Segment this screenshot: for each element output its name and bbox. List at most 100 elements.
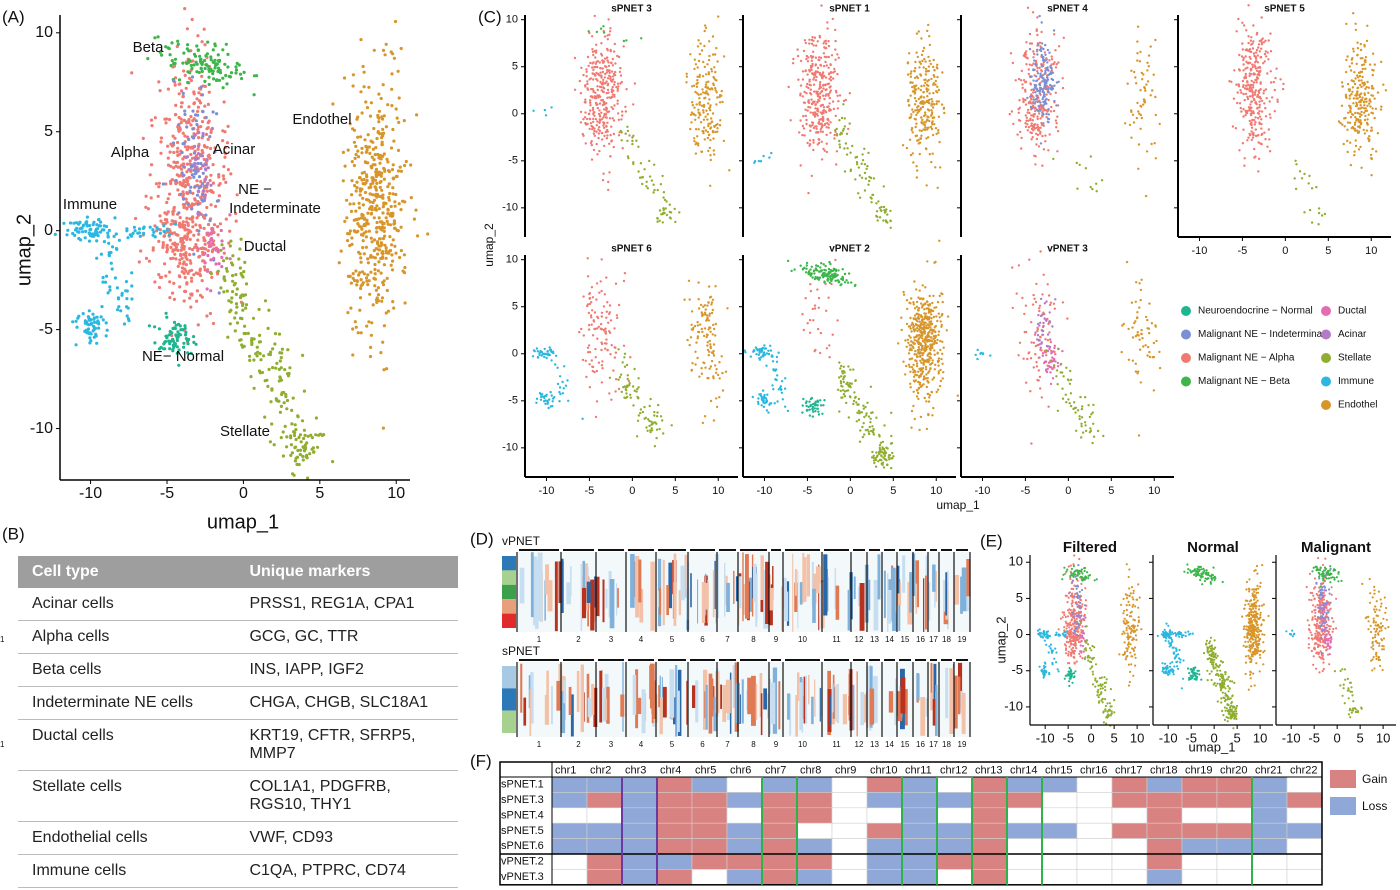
cell-point bbox=[1089, 155, 1093, 158]
cell-point bbox=[1260, 110, 1264, 113]
cell-point bbox=[1253, 91, 1257, 94]
cell-point bbox=[203, 193, 207, 197]
cell-point bbox=[130, 271, 134, 275]
cell-point bbox=[758, 348, 761, 351]
cell-point bbox=[380, 225, 385, 229]
cell-point bbox=[1238, 149, 1241, 152]
cell-point bbox=[805, 261, 809, 265]
cell-point bbox=[720, 355, 723, 358]
cell-point bbox=[823, 46, 826, 49]
cell-point bbox=[172, 231, 176, 235]
cell-point bbox=[168, 296, 172, 300]
cell-point bbox=[153, 36, 157, 40]
cell-point bbox=[297, 463, 301, 467]
cell-point bbox=[173, 252, 177, 256]
cell-point bbox=[815, 44, 818, 47]
cell-point bbox=[699, 303, 703, 307]
cell-point bbox=[915, 165, 918, 168]
cell-point bbox=[211, 241, 215, 245]
cell-point bbox=[234, 311, 238, 315]
cell-point bbox=[1248, 134, 1252, 137]
cell-point bbox=[104, 334, 108, 338]
label: -5 bbox=[160, 485, 174, 502]
cell-point bbox=[300, 419, 305, 423]
cell-point bbox=[388, 191, 392, 196]
cell-point bbox=[1254, 78, 1257, 82]
cell-point bbox=[710, 311, 714, 315]
cell-point bbox=[703, 24, 707, 27]
cell-point bbox=[392, 56, 396, 60]
cell-point bbox=[113, 276, 117, 280]
cell-point bbox=[1149, 45, 1152, 48]
cell-point bbox=[810, 93, 813, 96]
cell-point bbox=[1267, 58, 1270, 61]
cell-point bbox=[1026, 123, 1029, 126]
cell-point bbox=[115, 286, 119, 290]
cell-point bbox=[1354, 94, 1357, 97]
cell-point bbox=[191, 220, 195, 224]
cell-point bbox=[1259, 142, 1262, 145]
cell-point bbox=[726, 307, 729, 310]
cell-point bbox=[189, 114, 193, 119]
cell-point bbox=[1367, 113, 1370, 116]
cell-point bbox=[838, 146, 842, 149]
cell-point bbox=[71, 231, 75, 236]
cell-point bbox=[221, 76, 225, 80]
cell-point bbox=[1374, 107, 1378, 111]
cell-point bbox=[823, 40, 826, 43]
cell-point bbox=[619, 66, 622, 70]
cell-point bbox=[769, 344, 772, 347]
cell-point bbox=[178, 261, 182, 265]
cell-point bbox=[198, 273, 203, 278]
cell-point bbox=[104, 321, 108, 325]
cell-point bbox=[709, 326, 712, 329]
cell-point bbox=[586, 275, 590, 278]
cell-point bbox=[114, 246, 119, 251]
cell-point bbox=[543, 352, 546, 355]
cell-point bbox=[373, 256, 377, 260]
cell-point bbox=[626, 129, 630, 133]
cell-point bbox=[1268, 113, 1272, 116]
cell-point bbox=[1248, 107, 1252, 110]
cell-point bbox=[177, 78, 182, 82]
cell-point bbox=[600, 315, 603, 318]
cell-point bbox=[599, 80, 602, 84]
cell-point bbox=[183, 73, 187, 77]
cell-point bbox=[1345, 22, 1348, 26]
cell-point bbox=[1251, 47, 1255, 50]
cell-point bbox=[186, 271, 190, 275]
cell-point bbox=[197, 190, 201, 194]
cell-point bbox=[176, 146, 180, 150]
cell-point bbox=[1254, 89, 1258, 92]
cell-point bbox=[838, 119, 841, 122]
cell-point bbox=[1014, 79, 1017, 82]
cell-point bbox=[594, 56, 597, 59]
cell-point bbox=[386, 160, 390, 164]
cell-point bbox=[830, 279, 833, 283]
cluster-label: Ductal bbox=[244, 238, 287, 255]
cell-point bbox=[178, 324, 182, 328]
cell-point bbox=[1361, 57, 1364, 60]
cell-point bbox=[201, 132, 205, 136]
cell-point bbox=[1255, 33, 1259, 36]
cell-point bbox=[1308, 174, 1311, 178]
cluster-label: Immune bbox=[63, 196, 117, 213]
cell-point bbox=[175, 351, 179, 355]
cell-point bbox=[1043, 93, 1046, 96]
cell-point bbox=[913, 91, 917, 94]
cell-point bbox=[377, 207, 381, 211]
cell-point bbox=[1259, 82, 1262, 85]
cell-point bbox=[1047, 108, 1050, 111]
cell-point bbox=[801, 95, 804, 98]
cell-point bbox=[632, 134, 635, 137]
cell-point bbox=[852, 368, 855, 371]
cell-point bbox=[585, 117, 589, 121]
cell-point bbox=[932, 103, 935, 106]
cell-point bbox=[653, 163, 656, 166]
cell-point bbox=[591, 369, 594, 373]
cell-point bbox=[643, 168, 646, 171]
cell-point bbox=[714, 364, 717, 367]
cell-point bbox=[886, 213, 889, 216]
label: (C) bbox=[478, 7, 502, 26]
cell-point bbox=[1091, 187, 1094, 191]
